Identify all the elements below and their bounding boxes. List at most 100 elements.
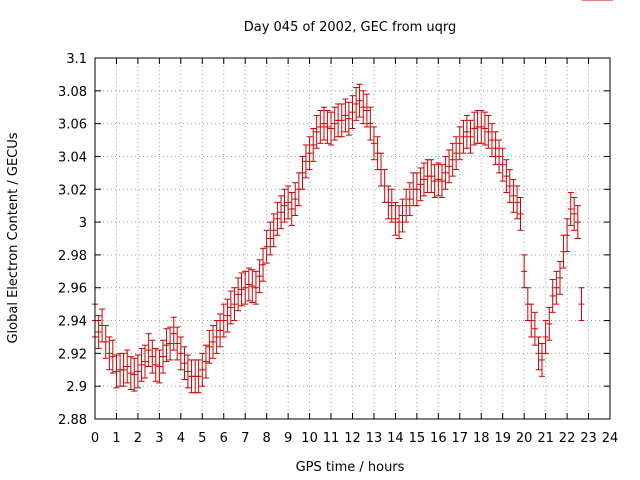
- data-point-errorbar: [367, 106, 374, 141]
- data-point-errorbar: [242, 270, 249, 305]
- data-point-errorbar: [263, 229, 270, 264]
- data-point-errorbar: [492, 131, 499, 166]
- data-point-errorbar: [292, 182, 299, 217]
- y-tick-label: 2.98: [58, 249, 87, 264]
- x-tick-label: 0: [91, 431, 99, 446]
- data-point-errorbar: [131, 357, 138, 392]
- data-point-errorbar: [231, 287, 238, 322]
- data-point-errorbar: [184, 354, 191, 389]
- data-point-errorbar: [574, 205, 581, 239]
- x-tick-label: 1: [112, 431, 120, 446]
- data-point-errorbar: [557, 260, 564, 295]
- data-point-errorbar: [302, 144, 309, 179]
- data-point-errorbar: [471, 111, 478, 146]
- data-point-errorbar: [109, 339, 116, 374]
- y-tick-label: 2.9: [66, 380, 87, 395]
- data-point-errorbar: [156, 349, 163, 384]
- data-series: [92, 0, 613, 394]
- x-tick-label: 5: [198, 431, 206, 446]
- x-tick-label: 6: [220, 431, 228, 446]
- x-tick-label: 12: [344, 431, 361, 446]
- data-point-errorbar: [392, 201, 399, 236]
- data-point-errorbar: [514, 185, 521, 220]
- data-point-errorbar: [481, 111, 488, 146]
- data-point-errorbar: [141, 344, 148, 379]
- data-point-errorbar: [278, 195, 285, 230]
- chart-title: Day 045 of 2002, GEC from uqrg: [244, 20, 457, 35]
- data-point-errorbar: [370, 126, 377, 161]
- data-point-errorbar: [542, 320, 549, 354]
- data-point-errorbar: [177, 336, 184, 371]
- x-tick-label: 15: [409, 431, 426, 446]
- data-point-errorbar: [553, 270, 560, 305]
- y-tick-label: 3.08: [58, 85, 87, 100]
- data-point-errorbar: [106, 336, 113, 371]
- data-point-errorbar: [170, 316, 177, 351]
- data-point-errorbar: [435, 162, 442, 197]
- data-point-errorbar: [217, 313, 224, 348]
- data-point-errorbar: [517, 196, 524, 231]
- data-point-errorbar: [378, 152, 385, 187]
- x-tick-label: 22: [559, 431, 576, 446]
- data-point-errorbar: [396, 205, 403, 239]
- data-point-errorbar: [460, 119, 467, 154]
- data-point-errorbar: [163, 328, 170, 363]
- data-point-errorbar: [270, 213, 277, 248]
- data-point-errorbar: [138, 347, 145, 382]
- data-point-errorbar: [528, 303, 535, 338]
- data-point-errorbar: [235, 277, 242, 312]
- data-point-errorbar: [399, 198, 406, 233]
- data-point-errorbar: [213, 320, 220, 354]
- data-point-errorbar: [167, 326, 174, 361]
- data-point-errorbar: [224, 298, 231, 333]
- x-tick-label: 2: [134, 431, 142, 446]
- data-point-errorbar: [227, 290, 234, 325]
- data-point-errorbar: [124, 349, 131, 384]
- x-tick-label: 17: [452, 431, 469, 446]
- data-point-errorbar: [331, 106, 338, 141]
- data-point-errorbar: [456, 126, 463, 161]
- data-point-errorbar: [417, 167, 424, 202]
- x-tick-label: 8: [263, 431, 271, 446]
- data-point-errorbar: [503, 159, 510, 194]
- y-tick-label: 2.94: [58, 315, 87, 330]
- data-point-errorbar: [488, 123, 495, 157]
- data-point-errorbar: [506, 169, 513, 203]
- y-tick-label: 2.92: [58, 347, 87, 362]
- data-point-errorbar: [174, 326, 181, 361]
- data-point-errorbar: [413, 172, 420, 207]
- data-point-errorbar: [95, 315, 102, 349]
- data-point-errorbar: [431, 164, 438, 198]
- data-point-errorbar: [256, 259, 263, 294]
- data-point-errorbar: [195, 359, 202, 394]
- data-point-errorbar: [549, 279, 556, 313]
- data-point-errorbar: [363, 93, 370, 128]
- data-point-errorbar: [567, 192, 574, 226]
- data-point-errorbar: [113, 354, 120, 389]
- data-point-errorbar: [152, 347, 159, 382]
- data-point-errorbar: [199, 352, 206, 387]
- data-point-errorbar: [274, 201, 281, 236]
- data-point-errorbar: [249, 269, 256, 303]
- data-point-errorbar: [310, 128, 317, 162]
- data-point-errorbar: [403, 188, 410, 223]
- data-point-errorbar: [317, 110, 324, 144]
- data-point-errorbar: [449, 142, 456, 177]
- data-point-errorbar: [342, 98, 349, 133]
- data-point-errorbar: [206, 329, 213, 364]
- data-point-errorbar: [388, 188, 395, 223]
- x-tick-label: 9: [284, 431, 292, 446]
- x-tick-label: 18: [473, 431, 490, 446]
- data-point-errorbar: [202, 344, 209, 379]
- x-axis-ticks: 0 1 2 3 4 5 6 7 8 9 10 11 12 13 14 15 16 17 18 19 20 21 22 23 24: [91, 58, 618, 446]
- data-point-errorbar: [345, 101, 352, 136]
- x-tick-label: 16: [430, 431, 447, 446]
- data-point-errorbar: [281, 188, 288, 223]
- data-point-errorbar: [181, 346, 188, 381]
- data-point-errorbar: [220, 303, 227, 338]
- data-point-errorbar: [134, 354, 141, 389]
- x-tick-label: 13: [366, 431, 383, 446]
- x-tick-label: 4: [177, 431, 185, 446]
- data-point-errorbar: [538, 343, 545, 377]
